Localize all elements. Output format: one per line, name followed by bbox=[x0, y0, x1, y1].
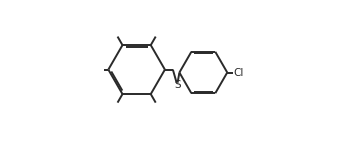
Text: Cl: Cl bbox=[233, 68, 244, 77]
Text: S: S bbox=[174, 80, 180, 90]
